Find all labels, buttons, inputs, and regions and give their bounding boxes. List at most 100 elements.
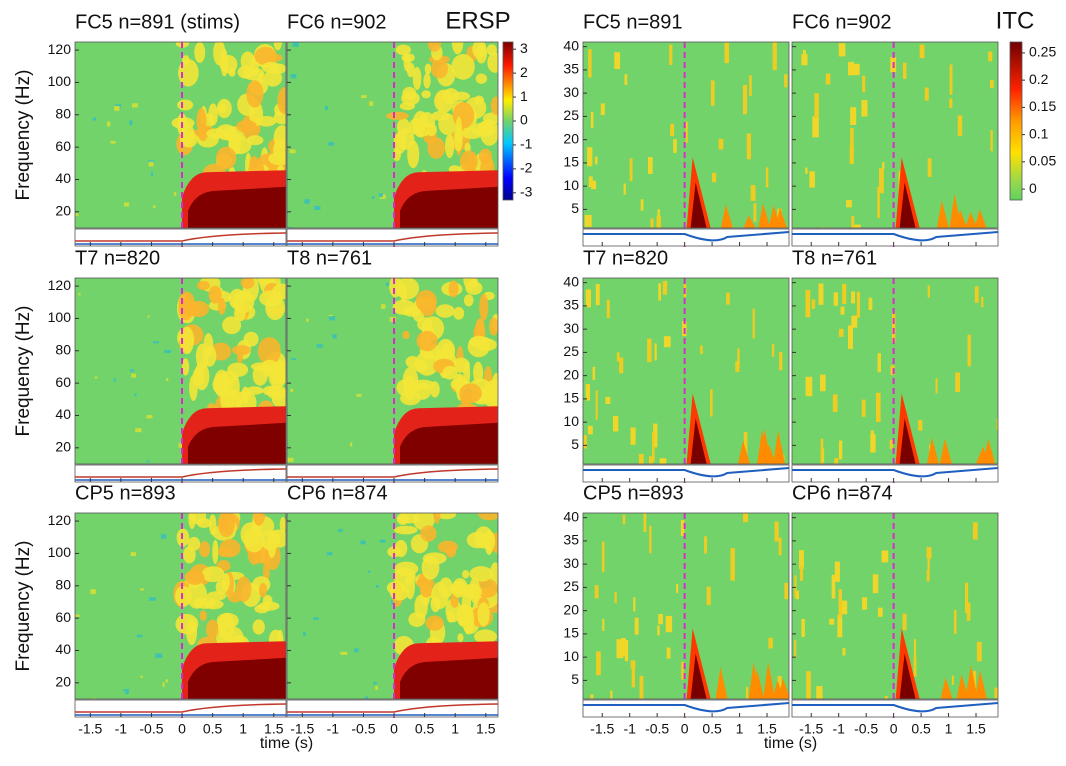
speckle: [173, 192, 177, 196]
y-tick-label: 25: [563, 343, 579, 359]
speckle: [113, 377, 116, 382]
speckle: [663, 336, 671, 348]
streak: [648, 456, 653, 464]
streak: [742, 84, 748, 115]
bump: [974, 209, 987, 228]
blob-dark: [188, 422, 286, 464]
x-axis-label: time (s): [260, 735, 313, 752]
x-tick-label: 0.5: [702, 721, 722, 737]
panel-title: T7 n=820: [583, 247, 668, 269]
heatmap-bg: [792, 42, 998, 228]
blob: [208, 103, 218, 126]
blob: [199, 610, 207, 621]
speckle: [624, 640, 629, 662]
y-tick-label: 40: [563, 37, 579, 53]
speckle: [148, 160, 155, 164]
streak: [706, 586, 711, 606]
streak: [712, 172, 717, 183]
streak: [972, 522, 978, 540]
blob: [196, 107, 207, 134]
streak: [614, 592, 617, 604]
panel-frame: [286, 277, 499, 465]
y-tick-label: 20: [55, 439, 71, 455]
blob: [402, 305, 421, 317]
streak: [957, 115, 963, 136]
blob: [414, 382, 432, 400]
colorbar-tick-label: -2: [520, 160, 533, 176]
blob: [472, 42, 487, 59]
panel-frame: [286, 41, 499, 229]
speckle: [831, 574, 836, 599]
bump: [763, 662, 776, 699]
blob: [420, 582, 434, 598]
streak: [643, 513, 647, 533]
blob: [421, 555, 440, 580]
blob: [426, 123, 437, 137]
streak: [838, 589, 842, 618]
speckle: [375, 685, 378, 690]
speckle: [290, 74, 297, 79]
panel-title: FC5 n=891: [583, 11, 683, 33]
speckle: [132, 103, 138, 108]
blob: [466, 531, 489, 549]
streak: [619, 357, 624, 374]
colorbar-title: ERSP: [445, 7, 510, 34]
streak: [913, 657, 917, 677]
speckle: [129, 120, 133, 126]
blob: [208, 285, 222, 304]
streak: [976, 641, 982, 662]
blob: [212, 373, 233, 396]
trace-blue: [583, 467, 790, 478]
y-tick-label: 35: [563, 297, 579, 313]
y-tick-label: 80: [55, 105, 71, 121]
speckle: [385, 282, 393, 287]
speckle: [290, 388, 294, 392]
x-tick-label: 1: [451, 721, 459, 737]
streak: [949, 98, 953, 108]
blob: [444, 133, 455, 159]
streak: [649, 525, 652, 554]
bump: [956, 674, 969, 699]
speckle: [304, 199, 310, 204]
speckle: [147, 315, 150, 318]
blob: [402, 86, 417, 101]
streak: [927, 558, 930, 572]
x-tick-label: -1: [115, 721, 128, 737]
streak: [596, 651, 601, 676]
speckle: [850, 107, 857, 125]
streak: [926, 569, 930, 582]
y-tick-label: 35: [563, 61, 579, 77]
y-tick-label: 60: [55, 609, 71, 625]
speckle: [332, 334, 337, 339]
colorbar-tick-label: -3: [520, 184, 533, 200]
speckle: [881, 550, 889, 563]
panel-title: CP6 n=874: [792, 482, 893, 504]
streak: [737, 348, 740, 369]
streak: [710, 389, 713, 417]
colorbar-tick-label: 0.25: [1029, 44, 1056, 60]
bump: [940, 449, 953, 464]
speckle: [829, 618, 835, 625]
speckle: [658, 283, 662, 301]
y-tick-label: 40: [55, 170, 71, 186]
blob: [216, 146, 237, 170]
blob: [416, 330, 438, 352]
blob: [273, 42, 282, 51]
y-tick-label: 40: [55, 406, 71, 422]
blob: [487, 52, 498, 73]
streak: [681, 661, 684, 680]
blob: [246, 80, 264, 108]
blob: [265, 295, 285, 321]
speckle: [846, 200, 852, 208]
speckle: [314, 205, 321, 210]
speckle: [367, 570, 371, 573]
streak: [749, 75, 752, 97]
blob: [201, 566, 225, 583]
y-tick-label: 40: [563, 273, 579, 289]
x-tick-label: -1.5: [799, 721, 823, 737]
bump: [977, 446, 990, 464]
heatmap-bg: [583, 278, 789, 464]
blob: [272, 283, 286, 300]
blob: [420, 525, 437, 542]
y-tick-label: 10: [563, 413, 579, 429]
